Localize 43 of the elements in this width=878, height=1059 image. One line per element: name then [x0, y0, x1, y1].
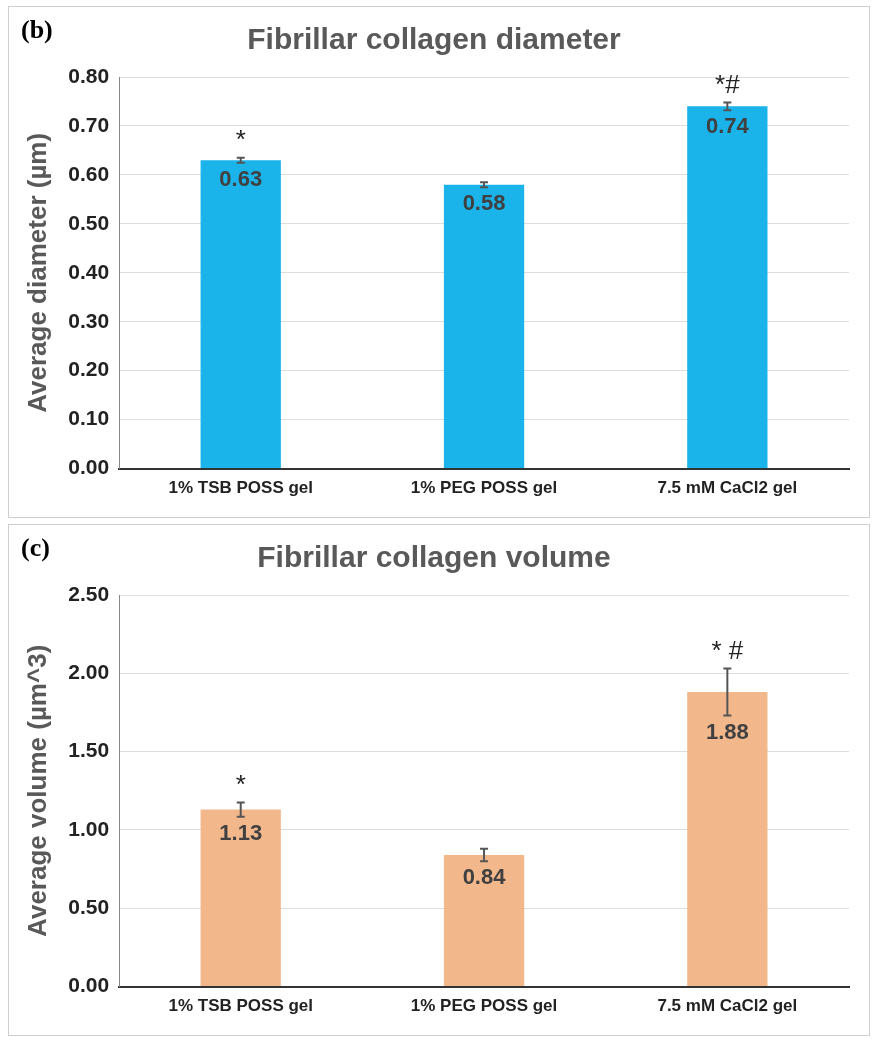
- y-tick-label: 0.50: [68, 895, 110, 919]
- data-label: 1.88: [705, 718, 749, 744]
- bar: [200, 160, 281, 469]
- y-axis-title: Average diameter (µm): [21, 132, 52, 413]
- bar: [443, 855, 525, 987]
- data-label: 0.63: [219, 165, 263, 191]
- x-tick-label: 7.5 mM CaCl2 gel: [657, 996, 798, 1016]
- annotation: * #: [711, 634, 744, 665]
- y-tick-label: 0.70: [68, 112, 110, 136]
- bar: [687, 106, 768, 469]
- data-label: 0.84: [462, 864, 507, 890]
- y-tick-label: 0.10: [68, 406, 110, 430]
- y-tick-label: 0.80: [68, 63, 110, 87]
- x-tick-label: 7.5 mM CaCl2 gel: [657, 478, 798, 498]
- text: (b): [21, 15, 53, 45]
- x-tick-label: 1% PEG POSS gel: [410, 996, 558, 1016]
- x-tick-label: 1% PEG POSS gel: [410, 478, 558, 498]
- y-tick-label: 0.50: [68, 210, 110, 234]
- annotation: *: [235, 768, 246, 799]
- y-tick-label: 1.00: [68, 816, 110, 840]
- bar: [200, 809, 281, 987]
- chart-title: Fibrillar collagen diameter: [247, 22, 622, 56]
- text: (c): [21, 533, 50, 563]
- y-tick-label: 2.00: [68, 660, 110, 684]
- y-tick-label: 0.30: [68, 308, 110, 332]
- y-tick-label: 0.20: [68, 357, 110, 381]
- y-tick-label: 1.50: [68, 738, 110, 762]
- x-tick-label: 1% TSB POSS gel: [168, 996, 313, 1016]
- bar: [687, 692, 768, 987]
- y-tick-label: 0.40: [68, 259, 110, 283]
- chart-title: Fibrillar collagen volume: [257, 540, 611, 574]
- data-label: 1.13: [219, 819, 263, 845]
- y-tick-label: 0.00: [68, 973, 110, 997]
- y-tick-label: 2.50: [68, 581, 110, 605]
- annotation: *: [235, 123, 246, 154]
- y-tick-label: 0.60: [68, 161, 110, 185]
- y-tick-label: 0.00: [68, 455, 110, 479]
- annotation: *#: [715, 68, 741, 99]
- y-axis-title: Average volume (µm^3): [21, 644, 52, 937]
- bar: [443, 184, 525, 469]
- x-tick-label: 1% TSB POSS gel: [168, 478, 313, 498]
- data-label: 0.74: [705, 113, 750, 139]
- data-label: 0.58: [462, 190, 506, 216]
